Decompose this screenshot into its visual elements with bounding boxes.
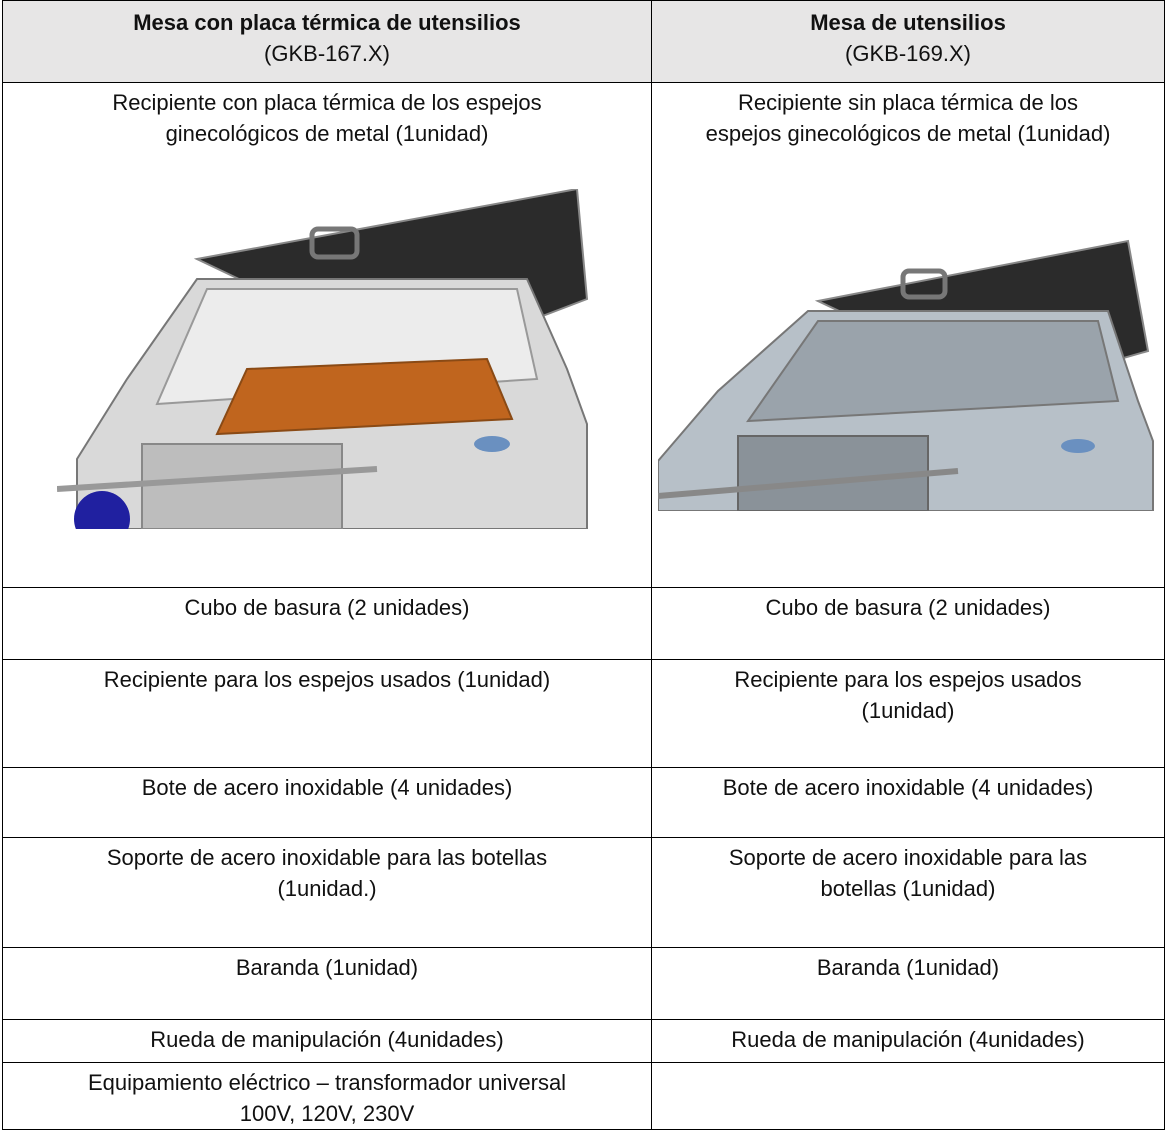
table-cell: Recipiente con placa térmica de los espe… <box>2 82 652 588</box>
cell-text-line: Soporte de acero inoxidable para las bot… <box>106 845 548 870</box>
cell-text-line: espejos ginecológicos de metal (1unidad) <box>705 121 1111 146</box>
header-row: Mesa con placa térmica de utensilios (GKB… <box>2 0 1165 83</box>
table-cell: Recipiente sin placa térmica de los espej… <box>651 82 1165 588</box>
cell-text-line: Cubo de basura (2 unidades) <box>765 595 1051 620</box>
cell-text-line: Recipiente para los espejos usados (1uni… <box>103 667 551 692</box>
table-cell: Soporte de acero inoxidable para las bot… <box>2 837 652 948</box>
table-row: Soporte de acero inoxidable para las bot… <box>2 837 1165 948</box>
cell-text-line: Recipiente sin placa térmica de los <box>738 90 1078 115</box>
cell-text-line: Baranda (1unidad) <box>816 955 1000 980</box>
cell-text-line: Rueda de manipulación (4unidades) <box>731 1027 1085 1052</box>
header-title: Mesa con placa térmica de utensilios <box>133 10 521 35</box>
table-row: Recipiente para los espejos usados (1uni… <box>2 659 1165 768</box>
table-cell: Rueda de manipulación (4unidades) <box>2 1019 652 1063</box>
table-cell <box>651 1062 1165 1130</box>
cell-text-line: Equipamiento eléctrico – transformador u… <box>87 1070 567 1095</box>
header-subtitle: (GKB-167.X) <box>264 41 390 66</box>
table-cell: Bote de acero inoxidable (4 unidades) <box>651 767 1165 838</box>
table-cell: Rueda de manipulación (4unidades) <box>651 1019 1165 1063</box>
cell-text-line: Bote de acero inoxidable (4 unidades) <box>722 775 1094 800</box>
table-cell: Cubo de basura (2 unidades) <box>2 587 652 660</box>
table-row: Baranda (1unidad) Baranda (1unidad) <box>2 947 1165 1020</box>
table-row: Equipamiento eléctrico – transformador u… <box>2 1062 1165 1130</box>
table-cell: Baranda (1unidad) <box>2 947 652 1020</box>
header-cell: Mesa de utensilios (GKB-169.X) <box>651 0 1165 83</box>
table-cell: Cubo de basura (2 unidades) <box>651 587 1165 660</box>
table-body: Recipiente con placa térmica de los espe… <box>2 82 1165 1130</box>
table-cell: Equipamiento eléctrico – transformador u… <box>2 1062 652 1130</box>
table-row: Rueda de manipulación (4unidades) Rueda d… <box>2 1019 1165 1063</box>
table-row: Recipiente con placa térmica de los espe… <box>2 82 1165 588</box>
table-cell: Soporte de acero inoxidable para las bote… <box>651 837 1165 948</box>
table-row: Bote de acero inoxidable (4 unidades) Bot… <box>2 767 1165 838</box>
cell-text-line: Recipiente con placa térmica de los espe… <box>112 90 542 115</box>
table-cell: Recipiente para los espejos usados (1unid… <box>651 659 1165 768</box>
table-cell: Baranda (1unidad) <box>651 947 1165 1020</box>
cell-text-line: Cubo de basura (2 unidades) <box>184 595 470 620</box>
heated-container-image <box>57 189 589 529</box>
cell-text-line: Rueda de manipulación (4unidades) <box>150 1027 504 1052</box>
header-cell: Mesa con placa térmica de utensilios (GKB… <box>2 0 652 83</box>
table-row: Cubo de basura (2 unidades) Cubo de basur… <box>2 587 1165 660</box>
table-cell: Bote de acero inoxidable (4 unidades) <box>2 767 652 838</box>
cell-text-line: Bote de acero inoxidable (4 unidades) <box>141 775 513 800</box>
header-title: Mesa de utensilios <box>810 10 1006 35</box>
table-cell: Recipiente para los espejos usados (1uni… <box>2 659 652 768</box>
cell-text-line: Recipiente para los espejos usados <box>734 667 1082 692</box>
cell-text-line: botellas (1unidad) <box>820 876 996 901</box>
cell-text-line: ginecológicos de metal (1unidad) <box>165 121 489 146</box>
container-image <box>658 239 1154 511</box>
cell-text-line: Soporte de acero inoxidable para las <box>728 845 1088 870</box>
cell-text-line: (1unidad) <box>861 698 955 723</box>
cell-text-line: (1unidad.) <box>277 876 377 901</box>
cell-text-line: Baranda (1unidad) <box>235 955 419 980</box>
cell-text-line: 100V, 120V, 230V <box>239 1101 415 1126</box>
header-subtitle: (GKB-169.X) <box>845 41 971 66</box>
